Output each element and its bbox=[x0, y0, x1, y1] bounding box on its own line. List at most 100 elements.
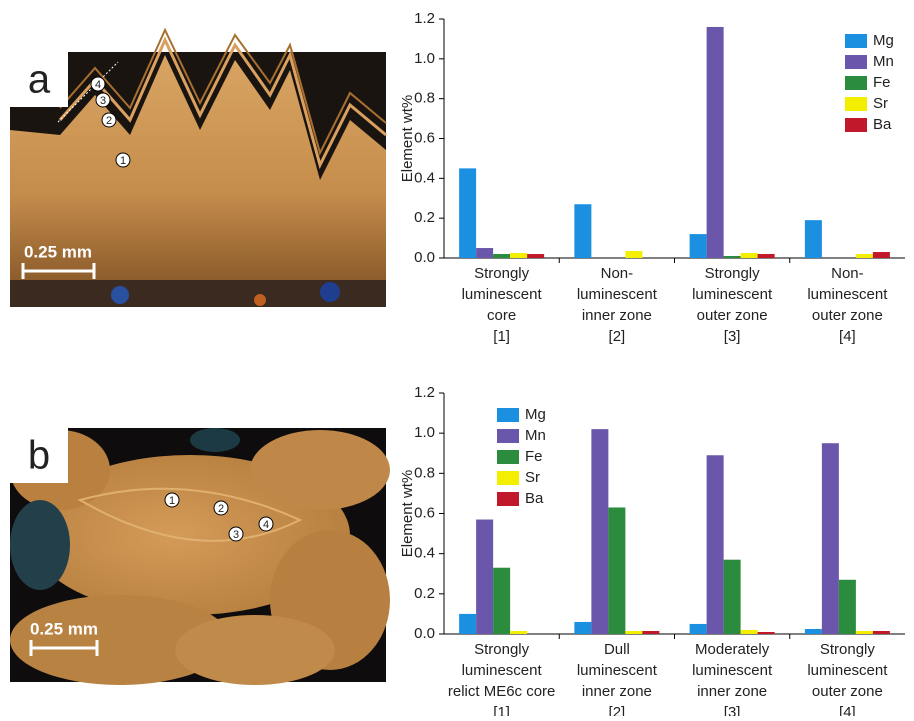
bar bbox=[493, 567, 511, 634]
bar bbox=[821, 443, 839, 634]
legend-swatch bbox=[845, 55, 867, 69]
panel-label: b bbox=[28, 434, 50, 478]
x-tick-label: [4] bbox=[839, 704, 856, 716]
bar bbox=[642, 630, 660, 634]
x-tick-label: [1] bbox=[493, 328, 510, 345]
x-tick-label: [2] bbox=[609, 704, 626, 716]
bar bbox=[706, 26, 724, 258]
bar bbox=[872, 252, 890, 258]
legend-swatch bbox=[497, 450, 519, 464]
bar bbox=[459, 168, 477, 258]
x-tick-label: luminescent bbox=[577, 286, 658, 303]
bar bbox=[689, 234, 707, 258]
x-tick-label: [3] bbox=[724, 328, 741, 345]
y-tick-label: 0.8 bbox=[414, 90, 435, 107]
legend-label: Fe bbox=[873, 74, 891, 91]
point-label: 2 bbox=[106, 115, 112, 127]
x-tick-label: relict ME6c core bbox=[448, 683, 556, 700]
x-tick-label: Strongly bbox=[474, 265, 530, 282]
legend-swatch bbox=[845, 97, 867, 111]
bar bbox=[838, 579, 856, 634]
bar bbox=[625, 630, 643, 634]
x-tick-label: luminescent bbox=[807, 286, 888, 303]
point-label: 1 bbox=[169, 495, 175, 507]
bar bbox=[740, 253, 758, 258]
y-tick-label: 0.8 bbox=[414, 464, 435, 481]
y-tick-label: 0.2 bbox=[414, 585, 435, 602]
x-tick-label: Non- bbox=[831, 265, 864, 282]
x-tick-label: luminescent bbox=[577, 662, 658, 679]
bar bbox=[608, 507, 626, 634]
y-tick-label: 1.0 bbox=[414, 50, 435, 67]
bar bbox=[591, 429, 609, 634]
bar bbox=[855, 254, 873, 258]
bar bbox=[510, 630, 528, 634]
photo-a bbox=[10, 27, 387, 307]
point-marker bbox=[258, 516, 274, 532]
point-marker bbox=[213, 500, 229, 516]
y-tick-label: 1.0 bbox=[414, 424, 435, 441]
bar bbox=[527, 254, 545, 258]
y-tick-label: 0.0 bbox=[414, 249, 435, 266]
bar bbox=[804, 628, 822, 634]
bar bbox=[855, 630, 873, 634]
x-tick-label: inner zone bbox=[697, 683, 767, 700]
panel-label: a bbox=[28, 58, 51, 102]
x-tick-label: luminescent bbox=[462, 286, 543, 303]
x-tick-label: outer zone bbox=[812, 683, 883, 700]
point-label: 4 bbox=[95, 79, 101, 91]
y-tick-label: 1.2 bbox=[414, 384, 435, 401]
y-tick-label: 0.0 bbox=[414, 625, 435, 642]
y-tick-label: 0.6 bbox=[414, 504, 435, 521]
x-tick-label: Strongly bbox=[820, 641, 876, 658]
y-tick-label: 0.4 bbox=[414, 545, 435, 562]
x-tick-label: outer zone bbox=[812, 307, 883, 324]
legend-label: Sr bbox=[873, 95, 888, 112]
x-tick-label: luminescent bbox=[807, 662, 888, 679]
legend-swatch bbox=[497, 492, 519, 506]
legend-swatch bbox=[497, 429, 519, 443]
legend-label: Mg bbox=[525, 406, 546, 423]
y-axis-label: Element wt% bbox=[399, 470, 416, 558]
x-tick-label: [1] bbox=[493, 704, 510, 716]
point-label: 3 bbox=[100, 95, 106, 107]
point-label: 3 bbox=[233, 529, 239, 541]
legend-swatch bbox=[845, 76, 867, 90]
point-label: 1 bbox=[120, 155, 126, 167]
bar bbox=[493, 254, 511, 258]
legend-swatch bbox=[497, 471, 519, 485]
y-tick-label: 0.2 bbox=[414, 209, 435, 226]
bar bbox=[689, 623, 707, 634]
x-tick-label: inner zone bbox=[582, 683, 652, 700]
y-tick-label: 1.2 bbox=[414, 10, 435, 27]
point-label: 4 bbox=[263, 519, 269, 531]
y-tick-label: 0.6 bbox=[414, 129, 435, 146]
x-tick-label: outer zone bbox=[697, 307, 768, 324]
legend-swatch bbox=[845, 118, 867, 132]
x-tick-label: luminescent bbox=[462, 662, 543, 679]
point-marker bbox=[90, 76, 106, 92]
legend-label: Mg bbox=[873, 32, 894, 49]
bar bbox=[625, 251, 643, 258]
legend-label: Ba bbox=[873, 116, 892, 133]
point-marker bbox=[164, 492, 180, 508]
x-tick-label: Strongly bbox=[474, 641, 530, 658]
x-tick-label: [4] bbox=[839, 328, 856, 345]
point-marker bbox=[115, 152, 131, 168]
legend-label: Mn bbox=[525, 427, 546, 444]
x-tick-label: inner zone bbox=[582, 307, 652, 324]
x-tick-label: luminescent bbox=[692, 662, 773, 679]
legend-swatch bbox=[497, 408, 519, 422]
bar bbox=[740, 629, 758, 634]
bar bbox=[804, 220, 822, 258]
bar bbox=[574, 621, 592, 634]
x-tick-label: Dull bbox=[604, 641, 630, 658]
x-tick-label: core bbox=[487, 307, 516, 324]
x-tick-label: [2] bbox=[609, 328, 626, 345]
bar bbox=[574, 204, 592, 258]
legend-label: Ba bbox=[525, 490, 544, 507]
photo-b bbox=[10, 428, 390, 685]
bar bbox=[757, 631, 775, 634]
bar bbox=[706, 455, 724, 634]
